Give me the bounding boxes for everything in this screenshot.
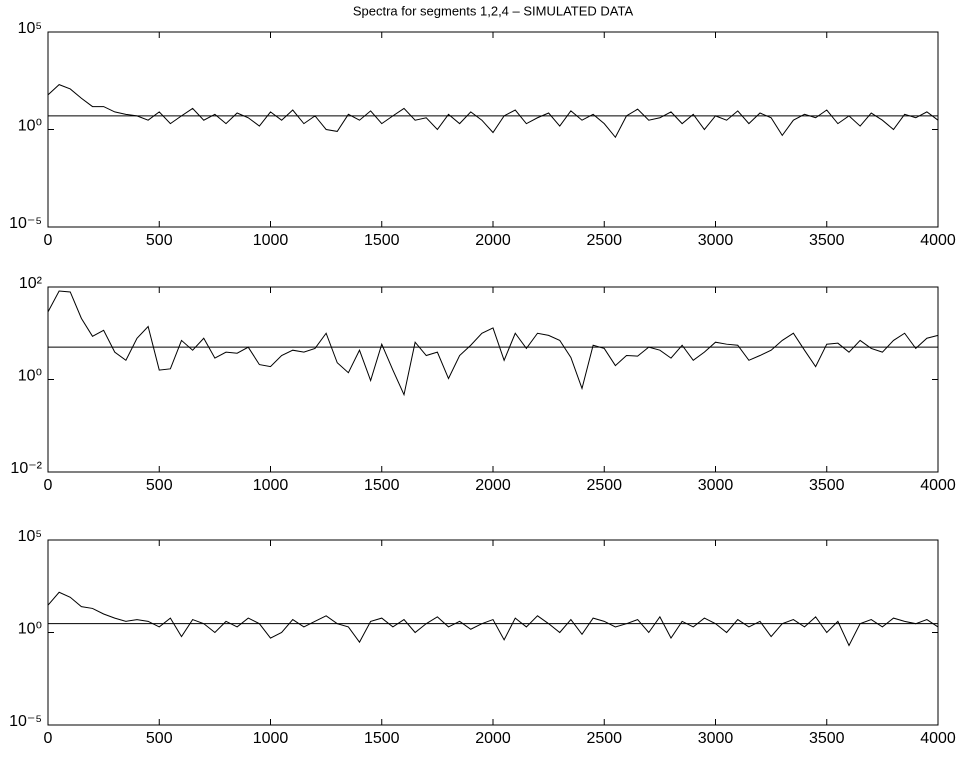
x-tick-label: 1000 <box>253 730 289 747</box>
x-tick-label: 500 <box>146 477 173 494</box>
x-tick-label: 1500 <box>364 477 400 494</box>
y-tick-label: 10⁵ <box>18 528 42 545</box>
x-tick-label: 500 <box>146 232 173 249</box>
x-tick-label: 4000 <box>920 730 956 747</box>
y-tick-label: 10⁰ <box>18 118 42 135</box>
x-tick-label: 4000 <box>920 477 956 494</box>
x-tick-label: 4000 <box>920 232 956 249</box>
x-tick-label: 1000 <box>253 232 289 249</box>
x-tick-label: 3000 <box>698 477 734 494</box>
x-tick-label: 3000 <box>698 232 734 249</box>
y-tick-label: 10⁻⁵ <box>9 713 42 730</box>
chart-title: Spectra for segments 1,2,4 – SIMULATED D… <box>353 3 634 18</box>
spectrum-line <box>47 84 939 139</box>
x-tick-label: 2500 <box>586 477 622 494</box>
x-tick-label: 1000 <box>253 477 289 494</box>
x-tick-label: 2000 <box>475 232 511 249</box>
plot-frame <box>47 31 939 228</box>
x-tick-label: 1500 <box>364 232 400 249</box>
x-tick-label: 2500 <box>586 730 622 747</box>
x-tick-label: 3000 <box>698 730 734 747</box>
x-tick-label: 3500 <box>809 477 845 494</box>
x-tick-label: 2000 <box>475 730 511 747</box>
x-tick-label: 0 <box>44 730 53 747</box>
x-tick-label: 3500 <box>809 232 845 249</box>
x-tick-label: 1500 <box>364 730 400 747</box>
y-tick-label: 10⁰ <box>18 621 42 638</box>
spectrum-line <box>47 591 939 647</box>
y-tick-label: 10⁰ <box>18 368 42 385</box>
y-tick-label: 10⁻⁵ <box>9 215 42 232</box>
y-tick-label: 10⁵ <box>18 20 42 37</box>
spectrum-line <box>47 290 939 397</box>
x-tick-label: 0 <box>44 477 53 494</box>
plot-frame <box>47 286 939 473</box>
y-tick-label: 10⁻² <box>10 460 42 477</box>
x-tick-label: 2000 <box>475 477 511 494</box>
x-tick-label: 500 <box>146 730 173 747</box>
x-tick-label: 0 <box>44 232 53 249</box>
x-tick-label: 3500 <box>809 730 845 747</box>
y-tick-label: 10² <box>19 275 43 292</box>
plot-frame <box>47 539 939 726</box>
x-tick-label: 2500 <box>586 232 622 249</box>
